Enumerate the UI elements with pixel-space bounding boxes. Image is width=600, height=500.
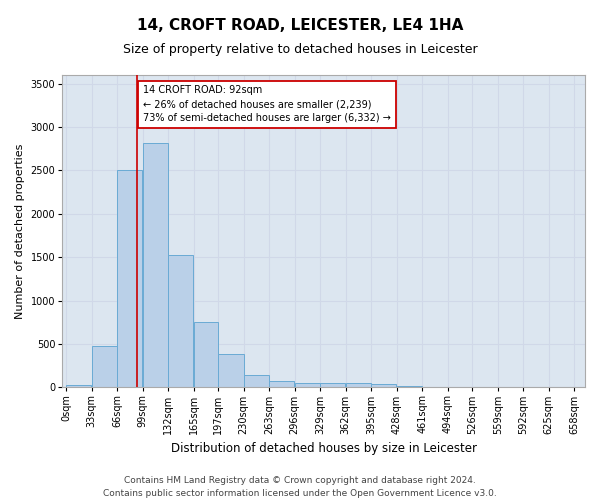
Bar <box>295 382 320 388</box>
Bar <box>346 382 371 388</box>
Bar <box>397 386 422 388</box>
Y-axis label: Number of detached properties: Number of detached properties <box>15 144 25 319</box>
Bar <box>67 385 91 388</box>
Bar <box>244 375 269 388</box>
Text: 14, CROFT ROAD, LEICESTER, LE4 1HA: 14, CROFT ROAD, LEICESTER, LE4 1HA <box>137 18 463 32</box>
Bar <box>320 382 346 388</box>
Bar <box>194 322 218 388</box>
Text: 14 CROFT ROAD: 92sqm
← 26% of detached houses are smaller (2,239)
73% of semi-de: 14 CROFT ROAD: 92sqm ← 26% of detached h… <box>143 86 391 124</box>
Text: Size of property relative to detached houses in Leicester: Size of property relative to detached ho… <box>122 42 478 56</box>
Bar <box>92 346 117 388</box>
Bar <box>218 354 244 388</box>
X-axis label: Distribution of detached houses by size in Leicester: Distribution of detached houses by size … <box>170 442 476 455</box>
Bar <box>371 384 397 388</box>
Bar <box>143 142 168 388</box>
Bar <box>269 381 295 388</box>
Bar <box>168 256 193 388</box>
Bar <box>117 170 142 388</box>
Text: Contains HM Land Registry data © Crown copyright and database right 2024.
Contai: Contains HM Land Registry data © Crown c… <box>103 476 497 498</box>
